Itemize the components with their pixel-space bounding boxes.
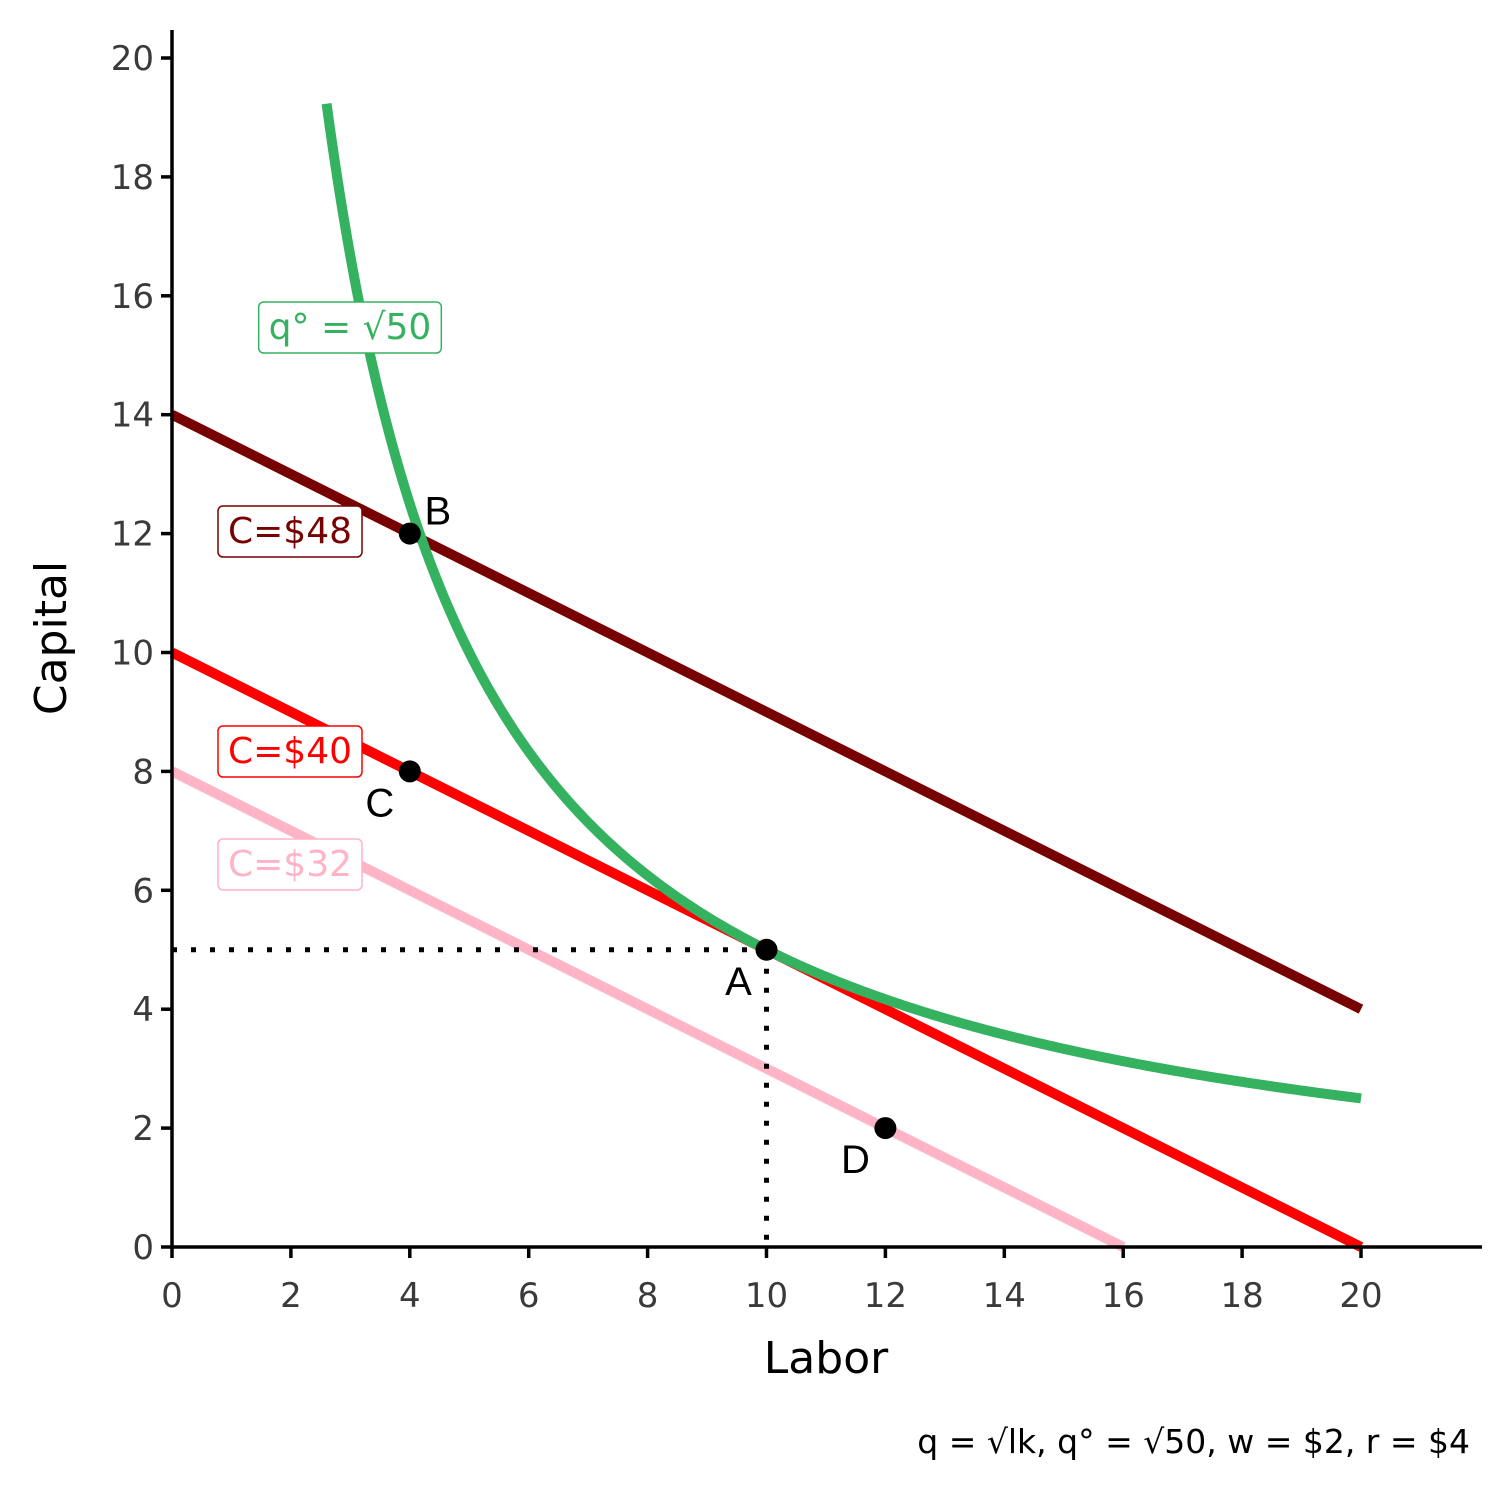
y-tick-label-10: 10 xyxy=(111,634,154,674)
y-tick-label-20: 20 xyxy=(111,39,154,79)
point-b xyxy=(398,522,421,545)
x-tick-label-4: 4 xyxy=(399,1276,421,1316)
x-tick-label-10: 10 xyxy=(745,1276,788,1316)
y-tick-label-12: 12 xyxy=(111,515,154,555)
reference-lines xyxy=(172,947,769,1247)
line-label-text: C=$48 xyxy=(228,511,352,552)
caption: q = √lk, q° = √50, w = $2, r = $4 xyxy=(917,1422,1470,1461)
points-layer: A B C D xyxy=(365,490,897,1182)
x-tick-label-8: 8 xyxy=(637,1276,659,1316)
point-label-b: B xyxy=(424,490,451,534)
x-tick-label-6: 6 xyxy=(518,1276,540,1316)
line-label-text: C=$32 xyxy=(228,844,352,885)
point-label-c: C xyxy=(365,781,394,825)
line-label-box xyxy=(257,301,443,354)
y-tick-label-8: 8 xyxy=(132,752,154,792)
y-tick-label-14: 14 xyxy=(111,396,154,436)
axes: 0 2 4 6 8 10 12 14 16 18 20 0 2 4 6 8 10 12 14 16 18 20 xyxy=(111,30,1482,1316)
y-tick-label-0: 0 xyxy=(132,1228,154,1268)
x-tick-label-20: 20 xyxy=(1339,1276,1382,1316)
budget-line-c-48 xyxy=(169,410,1364,1014)
line-label-c-40: C=$40 xyxy=(217,725,363,778)
y-tick-label-18: 18 xyxy=(111,158,154,198)
isoquant-curve xyxy=(321,103,1362,1104)
point-d xyxy=(874,1117,897,1140)
y-tick-label-6: 6 xyxy=(132,871,154,911)
line-label-c-32: C=$32 xyxy=(217,838,363,891)
point-a xyxy=(755,938,778,961)
x-tick-label-12: 12 xyxy=(864,1276,907,1316)
point-c xyxy=(398,760,421,783)
y-axis-title: Capital xyxy=(26,561,77,715)
x-tick-label-14: 14 xyxy=(983,1276,1026,1316)
y-tick-label-16: 16 xyxy=(111,277,154,317)
x-tick-label-0: 0 xyxy=(161,1276,183,1316)
y-tick-label-2: 2 xyxy=(132,1109,154,1149)
line-label-box xyxy=(217,505,363,558)
line-label-q-50: q° = √50 xyxy=(257,301,443,354)
point-label-d: D xyxy=(841,1138,870,1182)
point-label-a: A xyxy=(725,960,752,1004)
x-tick-label-2: 2 xyxy=(280,1276,302,1316)
line-label-box xyxy=(217,725,363,778)
x-tick-label-16: 16 xyxy=(1102,1276,1145,1316)
line-label-text: C=$40 xyxy=(228,731,352,772)
line-label-box xyxy=(217,838,363,891)
x-tick-label-18: 18 xyxy=(1220,1276,1263,1316)
line-label-text: q° = √50 xyxy=(269,307,432,348)
y-tick-label-4: 4 xyxy=(132,990,154,1030)
x-axis-title: Labor xyxy=(764,1333,889,1384)
line-labels: C=$48 C=$40 C=$32 q° = √50 xyxy=(217,301,443,891)
isoquant-layer xyxy=(321,103,1362,1104)
line-label-c-48: C=$48 xyxy=(217,505,363,558)
